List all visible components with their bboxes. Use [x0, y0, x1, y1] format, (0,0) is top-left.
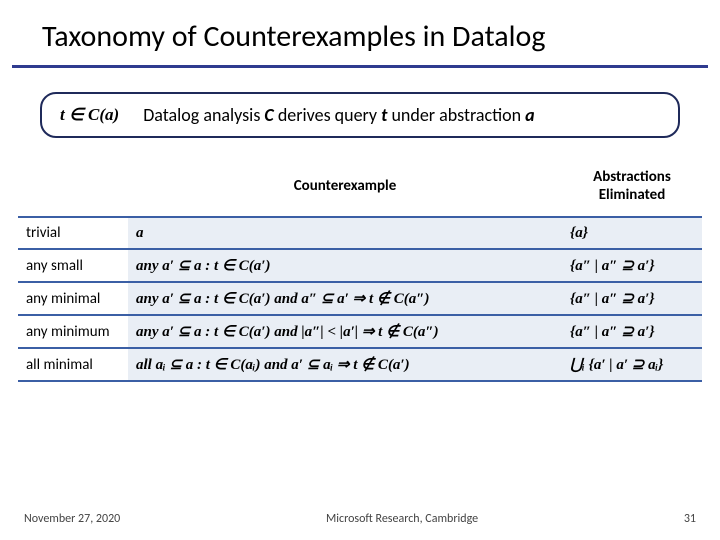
def-mid1: derives query: [274, 104, 381, 126]
cell-counterexample: any a′ ⊆ a : t ∈ C(a′) and a″ ⊆ a′ ⇒ t ∉…: [128, 282, 562, 315]
def-c: C: [264, 104, 273, 126]
cell-abstractions: ⋃ᵢ {a′ | a′ ⊇ aᵢ}: [562, 348, 702, 381]
cell-abstractions: {a}: [562, 217, 702, 249]
col-kind: [18, 160, 128, 217]
table-row: trivial a {a}: [18, 217, 702, 249]
ce-text: all aᵢ ⊆ a : t ∈ C(aᵢ) and a′ ⊆ aᵢ ⇒ t ∉…: [136, 357, 410, 373]
cell-kind: any small: [18, 249, 128, 282]
slide-title: Taxonomy of Counterexamples in Datalog: [12, 0, 708, 68]
col-counterexample: Counterexample: [128, 160, 562, 217]
cell-abstractions: {a″ | a″ ⊇ a′}: [562, 249, 702, 282]
footer-date: November 27, 2020: [24, 512, 120, 526]
cell-kind: trivial: [18, 217, 128, 249]
table-row: any minimal any a′ ⊆ a : t ∈ C(a′) and a…: [18, 282, 702, 315]
formula-text: t ∈ C(a): [60, 105, 119, 124]
abs-text: {a″ | a″ ⊇ a′}: [570, 258, 655, 274]
abs-text: {a}: [570, 225, 588, 241]
footer-page-number: 31: [684, 512, 696, 526]
footer-venue: Microsoft Research, Cambridge: [326, 512, 478, 526]
ce-text: any a′ ⊆ a : t ∈ C(a′) and |a″| < |a′| ⇒…: [136, 324, 439, 340]
ce-text: any a′ ⊆ a : t ∈ C(a′): [136, 258, 270, 274]
ce-text: any a′ ⊆ a : t ∈ C(a′) and a″ ⊆ a′ ⇒ t ∉…: [136, 291, 429, 307]
ce-text: a: [136, 225, 144, 241]
abs-text: ⋃ᵢ {a′ | a′ ⊇ aᵢ}: [570, 357, 663, 373]
table-wrap: Counterexample Abstractions Eliminated t…: [18, 160, 702, 382]
cell-kind: any minimum: [18, 315, 128, 348]
def-prefix: Datalog analysis: [143, 104, 264, 126]
table-row: any minimum any a′ ⊆ a : t ∈ C(a′) and |…: [18, 315, 702, 348]
definition-formula: t ∈ C(a): [60, 105, 119, 125]
cell-counterexample: a: [128, 217, 562, 249]
abs-text: {a″ | a″ ⊇ a′}: [570, 291, 655, 307]
definition-box-wrap: t ∈ C(a) Datalog analysis C derives quer…: [40, 92, 680, 138]
table-row: any small any a′ ⊆ a : t ∈ C(a′) {a″ | a…: [18, 249, 702, 282]
cell-abstractions: {a″ | a″ ⊇ a′}: [562, 282, 702, 315]
table-header-row: Counterexample Abstractions Eliminated: [18, 160, 702, 217]
taxonomy-table: Counterexample Abstractions Eliminated t…: [18, 160, 702, 382]
cell-kind: any minimal: [18, 282, 128, 315]
definition-box: t ∈ C(a) Datalog analysis C derives quer…: [40, 92, 680, 138]
cell-abstractions: {a″ | a″ ⊇ a′}: [562, 315, 702, 348]
definition-text: Datalog analysis C derives query t under…: [143, 104, 660, 126]
col-abstractions: Abstractions Eliminated: [562, 160, 702, 217]
def-mid2: under abstraction: [387, 104, 525, 126]
footer: November 27, 2020 Microsoft Research, Ca…: [0, 512, 720, 526]
cell-counterexample: all aᵢ ⊆ a : t ∈ C(aᵢ) and a′ ⊆ aᵢ ⇒ t ∉…: [128, 348, 562, 381]
table-row: all minimal all aᵢ ⊆ a : t ∈ C(aᵢ) and a…: [18, 348, 702, 381]
cell-counterexample: any a′ ⊆ a : t ∈ C(a′): [128, 249, 562, 282]
def-a: a: [525, 104, 535, 126]
cell-kind: all minimal: [18, 348, 128, 381]
abs-text: {a″ | a″ ⊇ a′}: [570, 324, 655, 340]
cell-counterexample: any a′ ⊆ a : t ∈ C(a′) and |a″| < |a′| ⇒…: [128, 315, 562, 348]
